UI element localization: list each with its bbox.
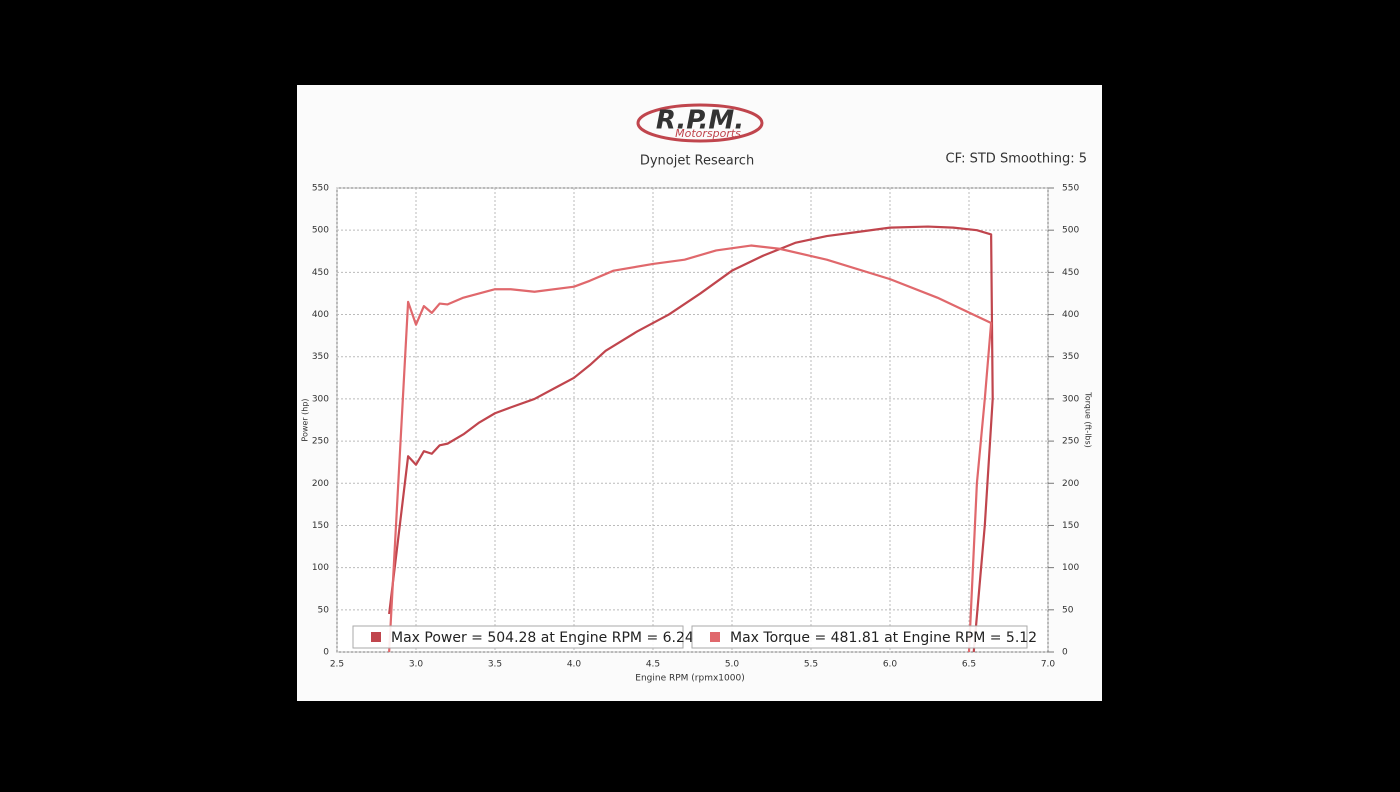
y-tick-label: 400: [312, 310, 329, 320]
chart-subtitle: CF: STD Smoothing: 5: [946, 152, 1087, 167]
x-tick-label: 6.0: [883, 660, 898, 670]
series-line: [388, 225, 994, 653]
y2-tick-label: 50: [1062, 605, 1074, 615]
x-tick-label: 2.5: [330, 660, 344, 670]
legend-swatch: [710, 632, 720, 642]
x-tick-label: 3.0: [409, 660, 424, 670]
x-tick-label: 6.5: [962, 660, 976, 670]
legend-label: Max Power = 504.28 at Engine RPM = 6.24: [391, 630, 694, 646]
x-tick-label: 7.0: [1041, 660, 1056, 670]
y2-tick-label: 350: [1062, 352, 1079, 362]
x-tick-label: 4.0: [567, 660, 582, 670]
logo-ring: [636, 103, 764, 143]
legend-swatch: [371, 632, 381, 642]
x-axis-label: Engine RPM (rpmx1000): [635, 674, 744, 684]
y-tick-label: 500: [312, 226, 329, 236]
y2-tick-label: 250: [1062, 437, 1079, 447]
y-tick-label: 250: [312, 437, 329, 447]
y-tick-label: 150: [312, 521, 329, 531]
chart-title: Dynojet Research: [640, 154, 754, 169]
x-tick-label: 5.0: [725, 660, 740, 670]
y-tick-label: 100: [312, 563, 329, 573]
y2-tick-label: 450: [1062, 268, 1079, 278]
y2-tick-label: 150: [1062, 521, 1079, 531]
logo-script: Motorsports: [675, 127, 741, 140]
y-tick-label: 200: [312, 479, 329, 489]
y-tick-label: 450: [312, 268, 329, 278]
y2-axis-label: Torque (ft-lbs): [1084, 391, 1093, 448]
y2-tick-label: 300: [1062, 394, 1079, 404]
legend-box: [352, 625, 684, 649]
y-tick-label: 50: [318, 605, 330, 615]
legend-box: [691, 625, 1028, 649]
y2-tick-label: 500: [1062, 226, 1079, 236]
y2-tick-label: 0: [1062, 648, 1068, 658]
plot-area: [336, 187, 1049, 653]
y2-tick-label: 100: [1062, 563, 1079, 573]
y-tick-label: 550: [312, 184, 329, 194]
legend-label: Max Torque = 481.81 at Engine RPM = 5.12: [730, 630, 1037, 646]
y2-tick-label: 550: [1062, 184, 1079, 194]
series-line: [388, 244, 993, 653]
x-tick-label: 3.5: [488, 660, 502, 670]
y-axis-label: Power (hp): [301, 398, 310, 441]
x-tick-label: 4.5: [646, 660, 660, 670]
y2-tick-label: 200: [1062, 479, 1079, 489]
logo: R.P.M.: [656, 106, 744, 136]
x-tick-label: 5.5: [804, 660, 818, 670]
y2-tick-label: 400: [1062, 310, 1079, 320]
y-tick-label: 350: [312, 352, 329, 362]
y-tick-label: 0: [323, 648, 329, 658]
y-tick-label: 300: [312, 394, 329, 404]
